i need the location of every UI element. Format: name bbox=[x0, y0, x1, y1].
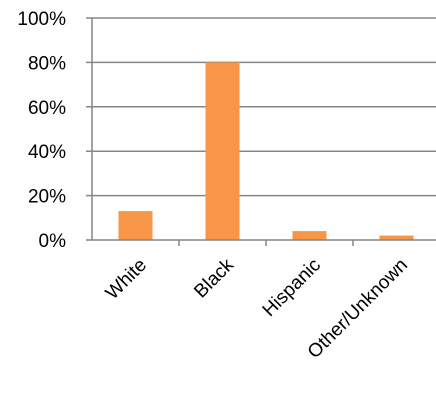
y-tick-label: 100% bbox=[17, 9, 66, 30]
y-tick-label: 40% bbox=[28, 142, 66, 163]
x-category-label: White bbox=[102, 255, 151, 304]
gridlines bbox=[92, 18, 436, 196]
bar-white bbox=[119, 211, 153, 240]
y-tick-label: 0% bbox=[39, 231, 67, 252]
y-tick-label: 80% bbox=[28, 53, 66, 74]
x-category-label: Black bbox=[190, 254, 238, 302]
bar-black bbox=[206, 62, 240, 240]
x-category-label: Hispanic bbox=[259, 255, 325, 321]
bar-hispanic bbox=[293, 231, 327, 240]
y-tick-label: 60% bbox=[28, 98, 66, 119]
y-tick-label: 20% bbox=[28, 187, 66, 208]
y-axis-tick-labels: 0% 20% 40% 60% 80% 100% bbox=[17, 9, 66, 252]
